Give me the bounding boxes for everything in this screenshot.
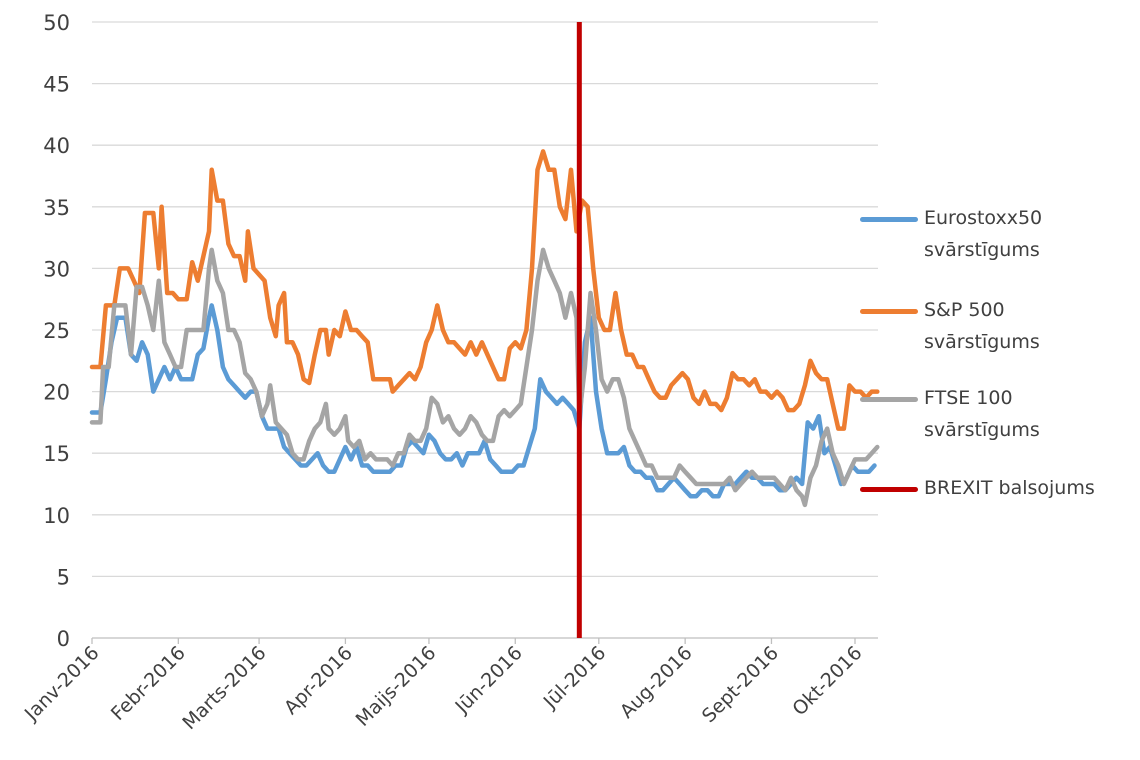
- legend-swatch: [860, 217, 918, 222]
- legend-label: svārstīgums: [924, 239, 1040, 261]
- x-tick-label: Jūl-2016: [539, 642, 611, 714]
- legend-item-ftse100: FTSE 100 svārstīgums: [860, 386, 1134, 446]
- x-tick-label: Apr-2016: [280, 642, 357, 719]
- y-tick-label: 50: [43, 11, 70, 35]
- legend-swatch: [860, 397, 918, 402]
- x-tick-label: Sept-2016: [698, 642, 783, 727]
- gridlines: [92, 21, 878, 639]
- y-axis-ticks: 0 5 10 15 20 25 30 35 40 45 50: [43, 11, 70, 651]
- x-tick-label: Jūn-2016: [451, 642, 527, 718]
- legend-label: FTSE 100: [924, 387, 1013, 409]
- legend-swatch: [860, 487, 918, 492]
- y-tick-label: 0: [57, 627, 70, 651]
- series-line-ftse100: [89, 247, 880, 508]
- legend-label: Eurostoxx50: [924, 207, 1043, 229]
- legend-label: svārstīgums: [924, 419, 1040, 441]
- x-tick-label: Febr-2016: [107, 642, 190, 725]
- x-tick-label: Maijs-2016: [352, 642, 441, 731]
- series-line-eurostoxx50: [89, 303, 877, 499]
- x-tick-label: Marts-2016: [178, 642, 270, 734]
- y-tick-label: 15: [43, 442, 70, 466]
- x-tick-label: Janv-2016: [20, 642, 104, 726]
- y-tick-label: 10: [43, 504, 70, 528]
- legend-swatch: [860, 309, 918, 314]
- y-tick-label: 20: [43, 381, 70, 405]
- y-tick-label: 5: [57, 565, 70, 589]
- y-tick-label: 25: [43, 319, 70, 343]
- x-tick-label: Aug-2016: [616, 642, 697, 723]
- legend-item-sp500: S&P 500 svārstīgums: [860, 298, 1134, 358]
- legend-label: svārstīgums: [924, 331, 1040, 353]
- legend-label: S&P 500: [924, 299, 1005, 321]
- legend-item-brexit: BREXIT balsojums: [860, 476, 1134, 504]
- legend-item-eurostoxx50: Eurostoxx50 svārstīgums: [860, 206, 1134, 266]
- y-tick-label: 35: [43, 196, 70, 220]
- y-tick-label: 30: [43, 257, 70, 281]
- x-tick-label: Okt-2016: [788, 642, 866, 720]
- y-tick-label: 40: [43, 134, 70, 158]
- y-tick-label: 45: [43, 73, 70, 97]
- series-lines: [89, 149, 880, 508]
- legend-label: BREXIT balsojums: [924, 477, 1095, 499]
- series-line-sp500: [89, 149, 880, 431]
